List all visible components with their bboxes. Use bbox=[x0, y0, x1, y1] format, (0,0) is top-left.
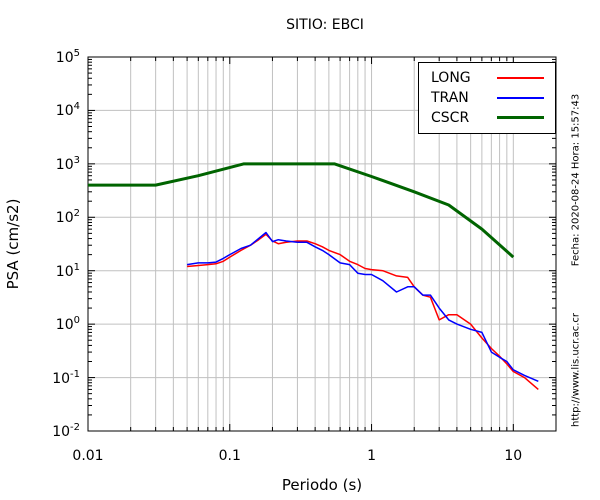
series-line-long bbox=[187, 233, 539, 390]
chart-title: SITIO: EBCI bbox=[286, 17, 364, 33]
timestamp-label: Fecha: 2020-08-24 Hora: 15:57:43 bbox=[570, 93, 582, 267]
y-tick-label: 101 bbox=[55, 261, 80, 280]
y-tick-label: 102 bbox=[55, 208, 80, 227]
y-tick-label: 10-1 bbox=[52, 368, 80, 387]
legend-label: TRAN bbox=[431, 90, 469, 106]
x-tick-label: 1 bbox=[367, 448, 376, 464]
y-tick-label: 103 bbox=[55, 154, 80, 173]
legend-swatch bbox=[497, 77, 544, 79]
legend-label: LONG bbox=[431, 70, 471, 86]
series-line-tran bbox=[186, 231, 539, 382]
y-tick-label: 105 bbox=[55, 48, 80, 66]
legend-swatch bbox=[497, 116, 544, 119]
series-line-cscr bbox=[88, 162, 515, 259]
x-tick-label: 0.01 bbox=[72, 448, 104, 464]
x-tick-label: 0.1 bbox=[218, 448, 241, 464]
legend-entry-tran: TRAN bbox=[419, 88, 555, 108]
x-axis-label: Periodo (s) bbox=[281, 476, 363, 494]
source-url-label: http://www.lis.ucr.ac.cr bbox=[570, 313, 582, 427]
y-tick-label: 104 bbox=[55, 101, 80, 120]
x-tick-label: 10 bbox=[504, 448, 523, 464]
legend-entry-long: LONG bbox=[419, 68, 555, 88]
plot-frame bbox=[87, 56, 557, 432]
y-tick-label: 100 bbox=[55, 315, 80, 334]
legend-label: CSCR bbox=[431, 110, 470, 126]
legend-swatch bbox=[497, 97, 544, 99]
legend-entry-cscr: CSCR bbox=[419, 108, 555, 128]
legend: LONG TRAN CSCR bbox=[418, 62, 556, 134]
y-tick-label: 10-2 bbox=[52, 422, 80, 440]
